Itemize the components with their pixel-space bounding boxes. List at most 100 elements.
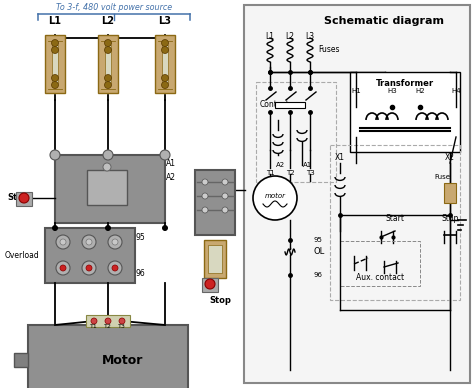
Text: 95: 95 [136, 233, 146, 242]
Text: X2: X2 [445, 152, 455, 161]
Circle shape [160, 150, 170, 160]
Bar [105, 45, 111, 83]
Circle shape [162, 40, 168, 47]
Circle shape [202, 193, 208, 199]
Circle shape [104, 74, 111, 81]
Circle shape [52, 74, 58, 81]
Circle shape [104, 81, 111, 88]
Text: L1: L1 [265, 32, 274, 41]
Circle shape [19, 193, 29, 203]
Bar [14, 353, 28, 367]
Text: H3: H3 [387, 88, 397, 94]
Text: 95: 95 [314, 237, 323, 243]
Circle shape [56, 235, 70, 249]
Text: T2: T2 [104, 324, 112, 329]
Bar [350, 72, 460, 152]
Text: Contactor: Contactor [260, 100, 298, 109]
Text: A1: A1 [166, 159, 176, 168]
Bar [330, 145, 460, 300]
Circle shape [82, 235, 96, 249]
Text: A2: A2 [166, 173, 176, 182]
Text: OL: OL [314, 248, 325, 256]
Circle shape [162, 225, 168, 231]
Circle shape [60, 239, 66, 245]
Text: A1: A1 [303, 162, 312, 168]
Circle shape [52, 47, 58, 54]
Text: Overload: Overload [5, 251, 40, 260]
Circle shape [52, 40, 58, 47]
Bar [340, 241, 420, 286]
Circle shape [105, 318, 111, 324]
Text: 96: 96 [136, 269, 146, 278]
Bar [45, 35, 65, 93]
Bar [208, 245, 222, 273]
Circle shape [119, 318, 125, 324]
Circle shape [202, 207, 208, 213]
Circle shape [202, 179, 208, 185]
Text: L2: L2 [101, 16, 115, 26]
Circle shape [253, 176, 297, 220]
Circle shape [222, 179, 228, 185]
Circle shape [52, 81, 58, 88]
Circle shape [104, 40, 111, 47]
Bar [98, 35, 118, 93]
Circle shape [50, 150, 60, 160]
Text: T3: T3 [306, 170, 314, 176]
Bar [202, 278, 218, 292]
Text: Fuse: Fuse [434, 174, 450, 180]
Text: Transformer: Transformer [376, 80, 434, 88]
Circle shape [104, 47, 111, 54]
Circle shape [222, 193, 228, 199]
Circle shape [162, 47, 168, 54]
Circle shape [105, 225, 111, 231]
Text: T1: T1 [90, 324, 98, 329]
Circle shape [103, 150, 113, 160]
Text: T1: T1 [265, 170, 274, 176]
Circle shape [52, 225, 58, 231]
Text: H4: H4 [451, 88, 461, 94]
Bar [86, 315, 130, 327]
Circle shape [108, 261, 122, 275]
Text: L3: L3 [158, 16, 172, 26]
Bar [162, 45, 168, 83]
Text: Stop: Stop [209, 296, 231, 305]
Text: Schematic diagram: Schematic diagram [324, 16, 444, 26]
Text: Motor: Motor [102, 353, 144, 367]
Text: L2: L2 [285, 32, 294, 41]
Bar [55, 155, 165, 223]
Text: A2: A2 [276, 162, 285, 168]
Text: H2: H2 [415, 88, 425, 94]
Circle shape [103, 163, 111, 171]
Bar [45, 228, 135, 283]
Text: T2: T2 [286, 170, 294, 176]
Circle shape [205, 279, 215, 289]
Bar [204, 240, 226, 278]
Text: H1: H1 [351, 88, 361, 94]
Circle shape [82, 261, 96, 275]
Bar [195, 170, 235, 235]
Text: Start: Start [7, 194, 31, 203]
Text: Start: Start [385, 214, 404, 223]
Bar [275, 102, 305, 108]
Circle shape [108, 235, 122, 249]
Text: L3: L3 [305, 32, 315, 41]
Bar [28, 325, 188, 388]
Circle shape [56, 261, 70, 275]
Circle shape [86, 239, 92, 245]
Bar [52, 45, 58, 83]
Circle shape [162, 74, 168, 81]
Text: 96: 96 [314, 272, 323, 278]
Circle shape [112, 265, 118, 271]
Bar [16, 192, 32, 206]
Bar [444, 183, 456, 203]
Bar [256, 82, 336, 182]
Bar [244, 5, 470, 383]
Circle shape [60, 265, 66, 271]
Circle shape [222, 207, 228, 213]
Bar [155, 35, 175, 93]
Text: X1: X1 [335, 152, 345, 161]
Circle shape [91, 318, 97, 324]
Circle shape [86, 265, 92, 271]
Circle shape [112, 239, 118, 245]
Text: T3: T3 [118, 324, 126, 329]
